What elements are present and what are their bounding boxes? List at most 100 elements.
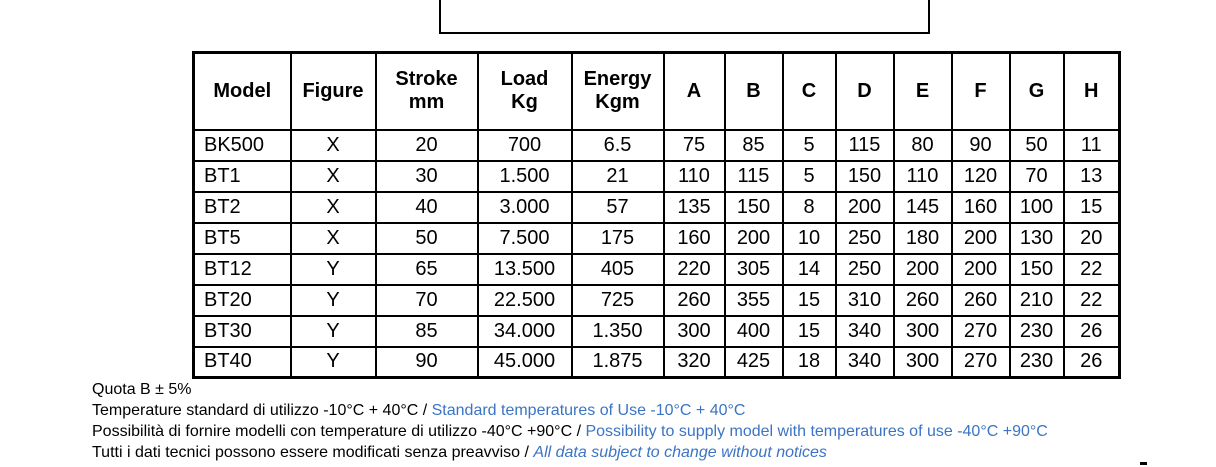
cell-A: 260	[662, 283, 726, 317]
cell-energy: 21	[570, 159, 665, 193]
cell-D: 200	[834, 190, 895, 224]
cell-A: 300	[662, 314, 726, 348]
cell-figure: Y	[289, 345, 377, 379]
cell-E: 260	[892, 283, 953, 317]
header-sublabel: mm	[408, 91, 445, 114]
header-label: Figure	[302, 79, 364, 102]
cell-C: 15	[781, 314, 837, 348]
cell-B: 355	[723, 283, 784, 317]
cell-G: 210	[1008, 283, 1065, 317]
cell-B: 400	[723, 314, 784, 348]
note-italian-text: Temperature standard di utilizzo -10°C +…	[92, 402, 432, 419]
cell-C: 14	[781, 252, 837, 286]
column-header-A: A	[662, 51, 726, 131]
note-italian-text: Tutti i dati tecnici possono essere modi…	[92, 444, 534, 461]
cell-stroke: 70	[374, 283, 479, 317]
note-line: Temperature standard di utilizzo -10°C +…	[92, 400, 1048, 421]
cell-F: 120	[950, 159, 1011, 193]
cell-H: 20	[1062, 221, 1121, 255]
cell-load: 22.500	[476, 283, 573, 317]
column-header-energy: Energy Kgm	[570, 51, 665, 131]
column-header-figure: Figure	[289, 51, 377, 131]
cell-B: 115	[723, 159, 784, 193]
cell-load: 700	[476, 128, 573, 162]
cell-F: 90	[950, 128, 1011, 162]
table-row: BT30 Y 85 34.000 1.350 300 400 15 340 300 270 230 26	[192, 314, 1121, 348]
header-label: Stroke	[395, 68, 458, 91]
note-line: Tutti i dati tecnici possono essere modi…	[92, 442, 1048, 463]
cell-stroke: 30	[374, 159, 479, 193]
cell-G: 230	[1008, 314, 1065, 348]
cell-F: 270	[950, 314, 1011, 348]
cell-model: BK500	[192, 128, 292, 162]
cell-D: 310	[834, 283, 895, 317]
cell-A: 75	[662, 128, 726, 162]
cell-G: 230	[1008, 345, 1065, 379]
header-label: C	[801, 79, 817, 102]
cell-stroke: 65	[374, 252, 479, 286]
cell-F: 270	[950, 345, 1011, 379]
header-label: A	[686, 79, 702, 102]
cell-model: BT30	[192, 314, 292, 348]
cell-B: 425	[723, 345, 784, 379]
column-header-model: Model	[192, 51, 292, 131]
cell-B: 305	[723, 252, 784, 286]
column-header-B: B	[723, 51, 784, 131]
cell-model: BT20	[192, 283, 292, 317]
cell-E: 200	[892, 252, 953, 286]
cell-load: 1.500	[476, 159, 573, 193]
column-header-E: E	[892, 51, 953, 131]
cell-E: 80	[892, 128, 953, 162]
cell-load: 45.000	[476, 345, 573, 379]
column-header-stroke: Stroke mm	[374, 51, 479, 131]
cell-C: 10	[781, 221, 837, 255]
cell-C: 18	[781, 345, 837, 379]
cell-H: 26	[1062, 314, 1121, 348]
cell-model: BT12	[192, 252, 292, 286]
cell-D: 250	[834, 221, 895, 255]
header-label: H	[1084, 79, 1099, 102]
cell-A: 135	[662, 190, 726, 224]
cell-H: 13	[1062, 159, 1121, 193]
cell-B: 150	[723, 190, 784, 224]
cell-E: 145	[892, 190, 953, 224]
header-label: B	[746, 79, 761, 102]
header-label: G	[1028, 79, 1045, 102]
header-sublabel: Kg	[511, 91, 538, 114]
spec-table: Model Figure Stroke mm Load Kg Energy Kgm A B C D E F…	[192, 51, 1121, 379]
cell-model: BT40	[192, 345, 292, 379]
header-label: Model	[213, 79, 272, 102]
cell-G: 70	[1008, 159, 1065, 193]
cell-H: 11	[1062, 128, 1121, 162]
cell-C: 5	[781, 159, 837, 193]
page-number-mark-cropped	[1140, 462, 1147, 465]
cell-load: 34.000	[476, 314, 573, 348]
footnotes: Quota B ± 5% Temperature standard di util…	[92, 379, 1048, 463]
column-header-load: Load Kg	[476, 51, 573, 131]
header-label: Load	[500, 68, 549, 91]
cell-G: 150	[1008, 252, 1065, 286]
cell-G: 100	[1008, 190, 1065, 224]
cell-model: BT2	[192, 190, 292, 224]
cell-E: 300	[892, 314, 953, 348]
header-label: Energy	[583, 68, 652, 91]
table-row: BT2 X 40 3.000 57 135 150 8 200 145 160 100 15	[192, 190, 1121, 224]
table-row: BT12 Y 65 13.500 405 220 305 14 250 200 200 150 22	[192, 252, 1121, 286]
cell-D: 250	[834, 252, 895, 286]
cell-E: 110	[892, 159, 953, 193]
cell-model: BT5	[192, 221, 292, 255]
cell-B: 200	[723, 221, 784, 255]
cell-C: 15	[781, 283, 837, 317]
cell-energy: 1.350	[570, 314, 665, 348]
cell-load: 7.500	[476, 221, 573, 255]
cell-figure: Y	[289, 314, 377, 348]
header-row: Model Figure Stroke mm Load Kg Energy Kgm A B C D E F…	[192, 51, 1121, 131]
cell-A: 110	[662, 159, 726, 193]
cell-A: 220	[662, 252, 726, 286]
cell-D: 150	[834, 159, 895, 193]
cell-figure: X	[289, 190, 377, 224]
cell-figure: X	[289, 159, 377, 193]
cell-H: 22	[1062, 252, 1121, 286]
header-label: E	[915, 79, 930, 102]
